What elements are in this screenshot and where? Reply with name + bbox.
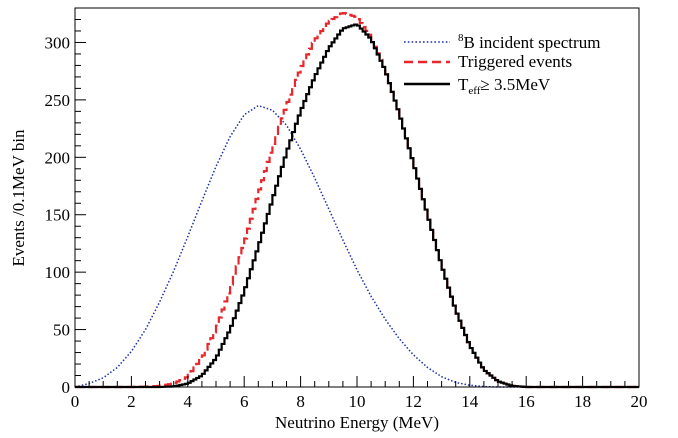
y-tick-label: 0: [62, 378, 71, 397]
x-tick-label: 20: [631, 392, 648, 411]
y-tick-label: 50: [53, 321, 70, 340]
y-tick-label: 300: [45, 33, 71, 52]
x-tick-label: 16: [518, 392, 535, 411]
legend-label-teff: Teff≥ 3.5MeV: [458, 75, 551, 97]
legend-teff-subscript: eff: [468, 85, 480, 97]
legend-label-triggered: Triggered events: [458, 52, 572, 71]
x-tick-label: 18: [574, 392, 591, 411]
legend: 8B incident spectrum Triggered events Te…: [404, 32, 600, 97]
legend-text-incident: B incident spectrum: [464, 33, 601, 52]
legend-teff-main: T: [458, 75, 469, 94]
x-tick-label: 2: [127, 392, 136, 411]
legend-superscript-8: 8: [458, 32, 464, 44]
x-tick-label: 8: [296, 392, 305, 411]
legend-label-incident: 8B incident spectrum: [458, 32, 600, 52]
legend-teff-rest: ≥ 3.5MeV: [480, 75, 550, 94]
x-tick-label: 6: [240, 392, 249, 411]
y-tick-label: 250: [45, 91, 71, 110]
y-tick-label: 150: [45, 206, 71, 225]
series-line-teff: [75, 23, 639, 389]
y-tick-label: 100: [45, 263, 71, 282]
x-tick-label: 14: [461, 392, 479, 411]
x-axis-title: Neutrino Energy (MeV): [275, 413, 439, 432]
x-tick-label: 4: [184, 392, 193, 411]
y-tick-label: 200: [45, 148, 71, 167]
x-tick-label: 12: [405, 392, 422, 411]
y-axis-title: Events /0.1MeV bin: [9, 129, 28, 267]
x-tick-label: 10: [349, 392, 366, 411]
x-tick-label: 0: [71, 392, 80, 411]
